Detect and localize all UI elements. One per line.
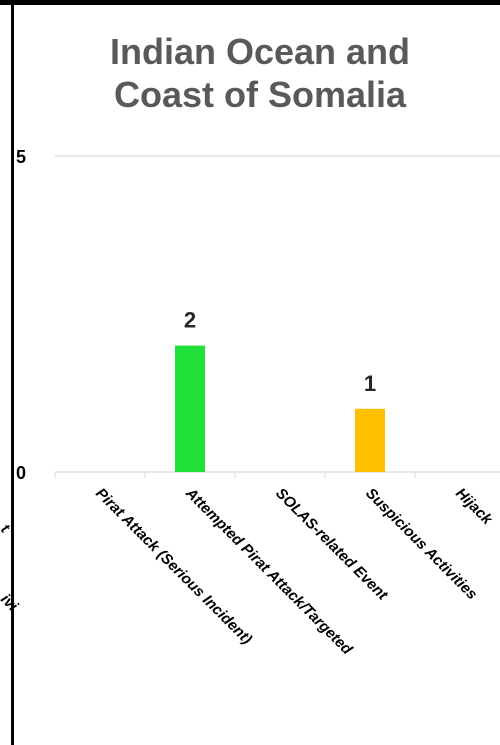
bar-2 xyxy=(175,345,205,472)
chart-title-line-2: Coast of Somalia xyxy=(113,74,407,115)
clipped-neighbor-label: ivi xyxy=(0,591,22,615)
data-label: 1 xyxy=(364,371,376,396)
clipped-neighbor-label: t xyxy=(0,521,13,537)
x-category-label: Attempted Pirat Attack/Targeted xyxy=(181,484,356,659)
x-category-label: Pirat Attack (Serious Incident) xyxy=(92,485,255,648)
chart-title: Indian Ocean and Coast of Somalia xyxy=(60,30,460,116)
frame-top-border xyxy=(0,0,500,5)
bar-4 xyxy=(355,408,385,472)
y-tick-label: 0 xyxy=(16,463,26,483)
frame-left-border xyxy=(11,0,14,745)
data-label: 2 xyxy=(184,308,196,333)
chart-title-line-1: Indian Ocean and xyxy=(109,31,411,72)
y-tick-label: 5 xyxy=(16,147,26,167)
x-category-label: Hijack xyxy=(452,485,496,529)
